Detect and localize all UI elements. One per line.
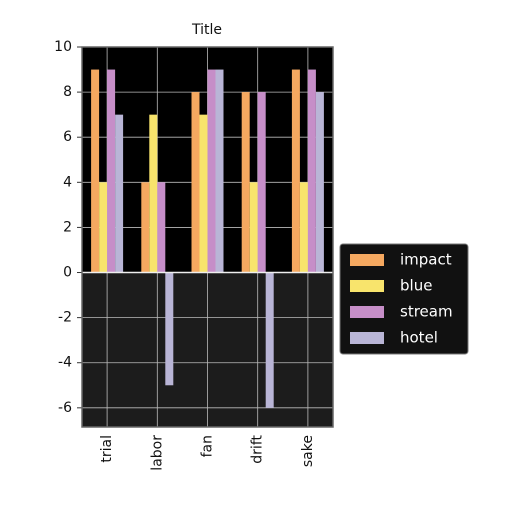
bar	[241, 92, 250, 273]
legend-swatch	[350, 332, 384, 344]
x-tick-label: fan	[200, 435, 216, 457]
bar	[257, 92, 266, 273]
bar	[299, 182, 308, 273]
bar	[91, 69, 100, 273]
bar	[315, 92, 324, 273]
bar	[207, 69, 216, 273]
legend-swatch	[350, 306, 384, 318]
x-tick-label: labor	[149, 435, 165, 471]
bar	[149, 114, 158, 273]
legend-swatch	[350, 280, 384, 292]
legend-label: blue	[400, 277, 432, 295]
bar	[215, 69, 224, 273]
bar	[191, 92, 200, 273]
bar	[199, 114, 208, 273]
y-tick-label: 10	[54, 39, 72, 55]
legend-label: stream	[400, 303, 453, 321]
legend-box	[339, 243, 469, 355]
legend-label: hotel	[400, 329, 438, 347]
bar	[107, 69, 116, 273]
y-tick-label: -6	[58, 400, 72, 416]
legend-label: impact	[400, 251, 452, 269]
y-tick-label: -4	[58, 355, 72, 371]
bar	[165, 272, 174, 386]
bar	[249, 182, 258, 273]
y-tick-label: 2	[63, 219, 72, 235]
bar	[141, 182, 150, 273]
bar	[157, 182, 166, 273]
y-tick-label: 0	[63, 265, 72, 281]
y-tick-label: -2	[58, 310, 72, 326]
y-tick-label: 4	[63, 174, 72, 190]
bar	[265, 272, 274, 408]
x-tick-label: drift	[250, 435, 266, 464]
x-tick-label: sake	[300, 435, 316, 467]
legend: impact blue stream hotel	[339, 243, 469, 355]
plot-frame	[81, 46, 334, 428]
bar	[291, 69, 300, 273]
x-tick-label: trial	[99, 435, 115, 463]
y-tick-label: 6	[63, 129, 72, 145]
bar	[115, 114, 124, 273]
bar	[99, 182, 108, 273]
bar	[307, 69, 316, 273]
chart-title: Title	[191, 22, 222, 38]
y-tick-label: 8	[63, 84, 72, 100]
legend-swatch	[350, 254, 384, 266]
